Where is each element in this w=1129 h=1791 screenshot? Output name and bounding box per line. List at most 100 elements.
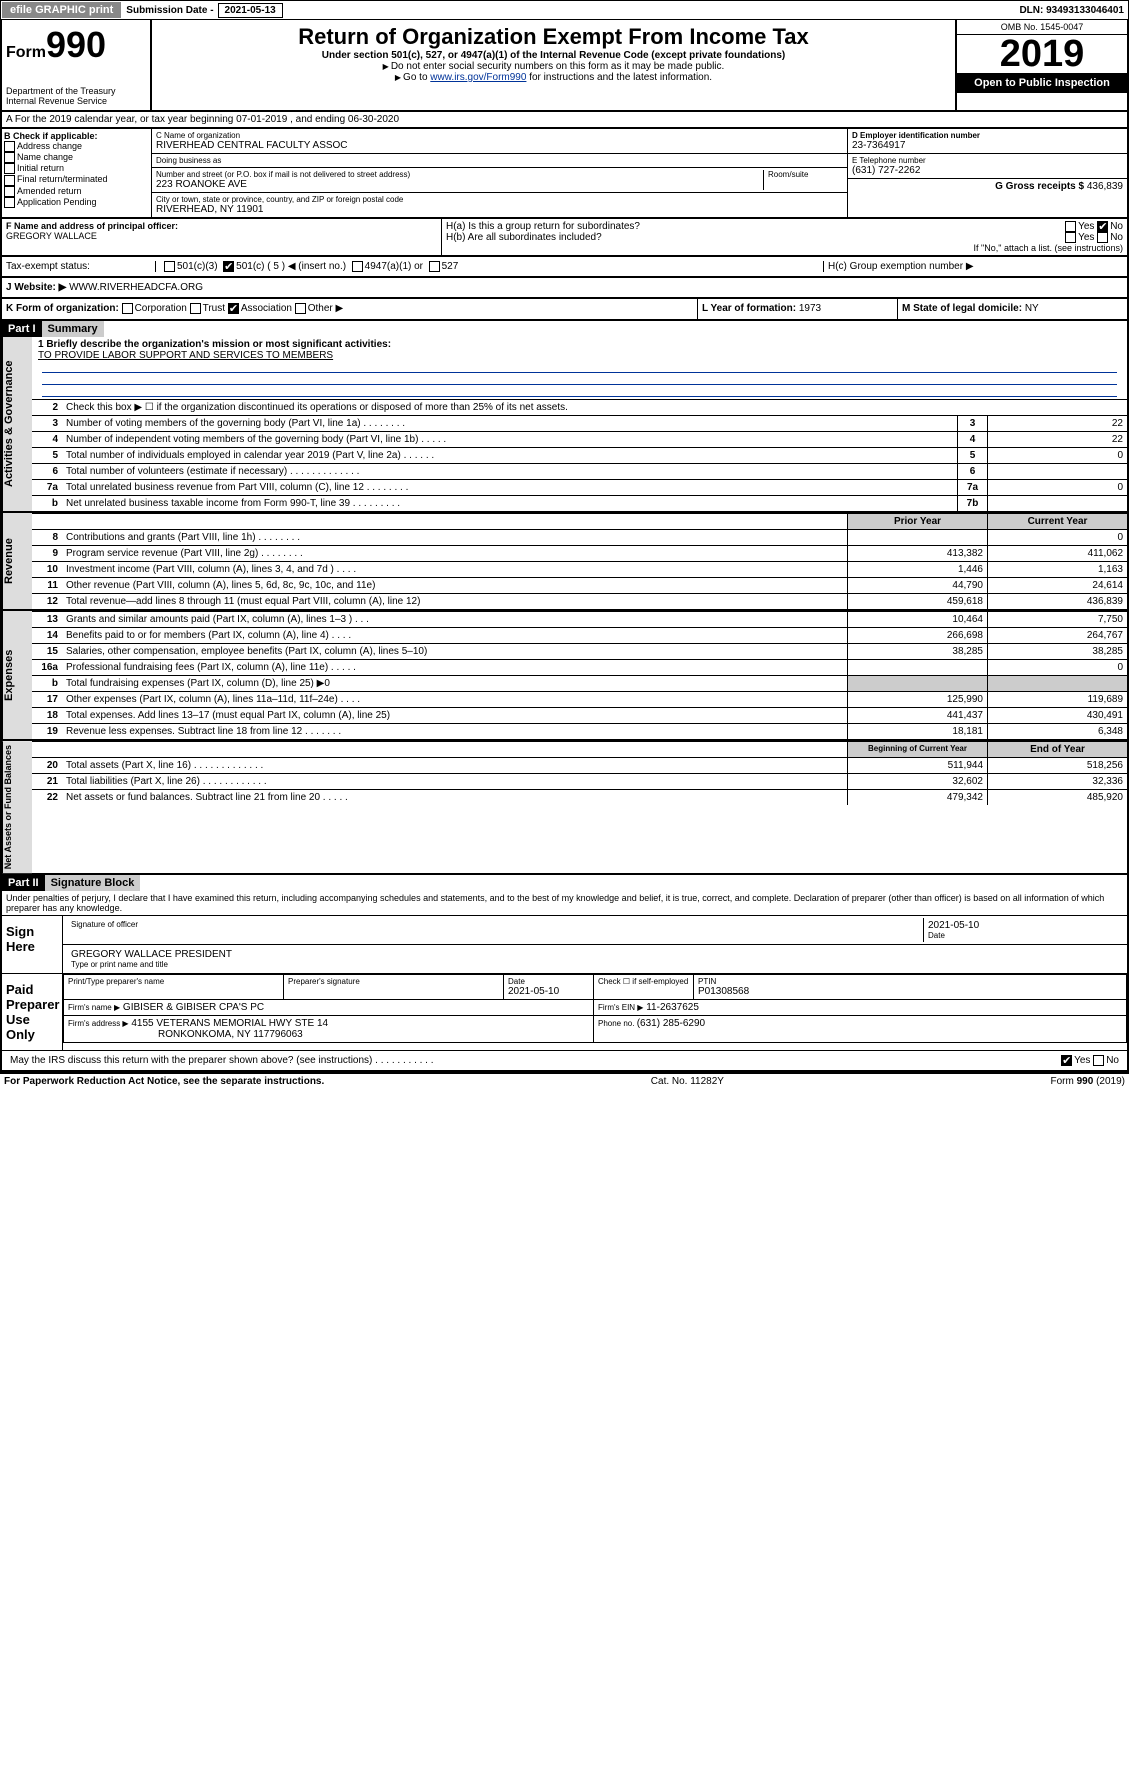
col-f: F Name and address of principal officer:…	[2, 219, 442, 255]
website: WWW.RIVERHEADCFA.ORG	[69, 282, 203, 293]
i-label: Tax-exempt status:	[6, 261, 156, 272]
part1-title: Summary	[42, 321, 104, 337]
summary-line: 13Grants and similar amounts paid (Part …	[32, 611, 1127, 627]
preparer-table: Print/Type preparer's name Preparer's si…	[63, 974, 1127, 1043]
firm-name: GIBISER & GIBISER CPA'S PC	[123, 1002, 264, 1013]
summary-line: 8Contributions and grants (Part VIII, li…	[32, 529, 1127, 545]
part1: Part ISummary Activities & Governance 1 …	[0, 321, 1129, 875]
ein: 23-7364917	[852, 140, 1123, 151]
hdr-beg: Beginning of Current Year	[847, 742, 987, 757]
summary-line: 12Total revenue—add lines 8 through 11 (…	[32, 593, 1127, 609]
part2-hdr: Part II	[2, 875, 45, 891]
sign-here: Sign Here	[2, 916, 62, 973]
form-id-col: Form990 Department of the Treasury Inter…	[2, 20, 152, 110]
hc-label: H(c) Group exemption number ▶	[823, 261, 1123, 272]
summary-line: 22Net assets or fund balances. Subtract …	[32, 789, 1127, 805]
form-header: Form990 Department of the Treasury Inter…	[0, 20, 1129, 112]
summary-line: 10Investment income (Part VIII, column (…	[32, 561, 1127, 577]
name-label: C Name of organization	[156, 131, 843, 140]
cat-no: Cat. No. 11282Y	[651, 1076, 724, 1087]
b-title: B Check if applicable:	[4, 131, 149, 141]
summary-line: 14Benefits paid to or for members (Part …	[32, 627, 1127, 643]
q2: Check this box ▶ ☐ if the organization d…	[62, 400, 1127, 415]
pra-notice: For Paperwork Reduction Act Notice, see …	[4, 1076, 324, 1087]
topbar: efile GRAPHIC print Submission Date - 20…	[0, 0, 1129, 20]
cb-address[interactable]: Address change	[4, 141, 149, 152]
ptin: P01308568	[698, 986, 1122, 997]
side-exp: Expenses	[2, 611, 32, 739]
form-prefix: Form	[6, 44, 46, 61]
summary-line: 19Revenue less expenses. Subtract line 1…	[32, 723, 1127, 739]
hb-question: H(b) Are all subordinates included?	[446, 232, 602, 243]
opt-4947[interactable]: 4947(a)(1) or	[365, 261, 423, 272]
form-ref: Form 990 (2019)	[1051, 1076, 1126, 1087]
cb-initial[interactable]: Initial return	[4, 163, 149, 174]
firm-addr: 4155 VETERANS MEMORIAL HWY STE 14	[131, 1018, 328, 1029]
tax-exempt-row: Tax-exempt status: 501(c)(3) 501(c) ( 5 …	[0, 257, 1129, 278]
website-row: J Website: ▶ WWW.RIVERHEADCFA.ORG	[0, 278, 1129, 299]
sig-date: 2021-05-10	[928, 920, 1119, 931]
opt-527[interactable]: 527	[442, 261, 459, 272]
form-number: 990	[46, 24, 106, 65]
firm-ein: 11-2637625	[646, 1002, 699, 1013]
city-label: City or town, state or province, country…	[156, 195, 843, 204]
cb-final[interactable]: Final return/terminated	[4, 174, 149, 185]
room-label: Room/suite	[768, 170, 843, 179]
firm-phone: (631) 285-6290	[637, 1018, 705, 1029]
opt-501c3[interactable]: 501(c)(3)	[177, 261, 218, 272]
dba-label: Doing business as	[156, 156, 843, 165]
summary-line: 9Program service revenue (Part VIII, lin…	[32, 545, 1127, 561]
footer: For Paperwork Reduction Act Notice, see …	[0, 1073, 1129, 1089]
summary-line: 20Total assets (Part X, line 16) . . . .…	[32, 757, 1127, 773]
ein-label: D Employer identification number	[852, 131, 1123, 140]
summary-line: bTotal fundraising expenses (Part IX, co…	[32, 675, 1127, 691]
k-col: K Form of organization: Corporation Trus…	[2, 299, 697, 318]
gross-label: G Gross receipts $	[995, 181, 1087, 192]
side-gov: Activities & Governance	[2, 337, 32, 511]
summary-line: 11Other revenue (Part VIII, column (A), …	[32, 577, 1127, 593]
part1-hdr: Part I	[2, 321, 42, 337]
summary-line: 16aProfessional fundraising fees (Part I…	[32, 659, 1127, 675]
sig-officer-label: Signature of officer	[71, 920, 919, 929]
m-col: M State of legal domicile: NY	[897, 299, 1127, 318]
subtitle: Under section 501(c), 527, or 4947(a)(1)…	[156, 50, 951, 61]
paid-preparer: Paid Preparer Use Only	[2, 974, 62, 1050]
title-col: Return of Organization Exempt From Incom…	[152, 20, 957, 110]
org-name: RIVERHEAD CENTRAL FACULTY ASSOC	[156, 140, 843, 151]
summary-line: 6Total number of volunteers (estimate if…	[32, 463, 1127, 479]
open-public: Open to Public Inspection	[957, 73, 1127, 93]
cb-pending[interactable]: Application Pending	[4, 197, 149, 208]
summary-line: 15Salaries, other compensation, employee…	[32, 643, 1127, 659]
hdr-curr: Current Year	[987, 514, 1127, 529]
side-rev: Revenue	[2, 513, 32, 609]
summary-line: 4Number of independent voting members of…	[32, 431, 1127, 447]
klm-row: K Form of organization: Corporation Trus…	[0, 299, 1129, 320]
mission: TO PROVIDE LABOR SUPPORT AND SERVICES TO…	[38, 350, 333, 361]
tel-label: E Telephone number	[852, 156, 1123, 165]
note-goto: Go to www.irs.gov/Form990 for instructio…	[156, 72, 951, 83]
col-h: H(a) Is this a group return for subordin…	[442, 219, 1127, 255]
tax-year: 2019	[957, 35, 1127, 73]
gross-receipts: 436,839	[1087, 181, 1123, 192]
officer-name: GREGORY WALLACE	[6, 231, 437, 241]
summary-line: 7aTotal unrelated business revenue from …	[32, 479, 1127, 495]
side-net: Net Assets or Fund Balances	[2, 741, 32, 873]
hdr-prior: Prior Year	[847, 514, 987, 529]
opt-501c[interactable]: 501(c) ( 5 ) ◀ (insert no.)	[236, 261, 346, 272]
irs-link[interactable]: www.irs.gov/Form990	[430, 72, 526, 83]
cb-amended[interactable]: Amended return	[4, 186, 149, 197]
form-title: Return of Organization Exempt From Incom…	[156, 24, 951, 50]
prep-date: 2021-05-10	[508, 986, 589, 997]
discuss-q: May the IRS discuss this return with the…	[6, 1053, 1057, 1068]
efile-button[interactable]: efile GRAPHIC print	[2, 2, 121, 18]
part2-title: Signature Block	[45, 875, 141, 891]
year-col: OMB No. 1545-0047 2019 Open to Public In…	[957, 20, 1127, 110]
cb-name[interactable]: Name change	[4, 152, 149, 163]
col-d: D Employer identification number23-73649…	[847, 129, 1127, 217]
addr-label: Number and street (or P.O. box if mail i…	[156, 170, 763, 179]
street: 223 ROANOKE AVE	[156, 179, 763, 190]
ha-question: H(a) Is this a group return for subordin…	[446, 221, 640, 232]
firm-city: RONKONKOMA, NY 117796063	[68, 1029, 303, 1040]
dln: DLN: 93493133046401	[1019, 5, 1128, 16]
col-c: C Name of organizationRIVERHEAD CENTRAL …	[152, 129, 847, 217]
